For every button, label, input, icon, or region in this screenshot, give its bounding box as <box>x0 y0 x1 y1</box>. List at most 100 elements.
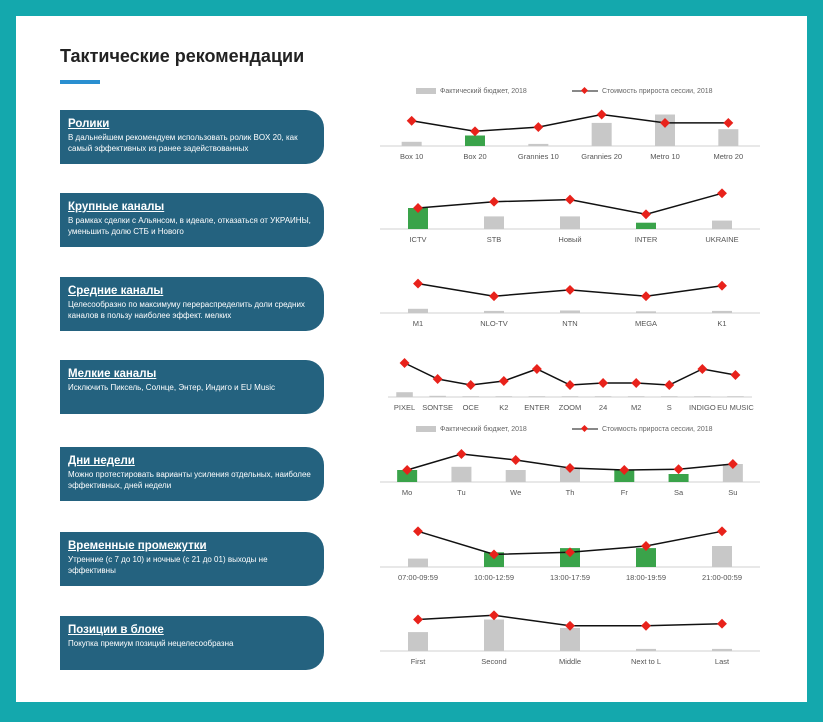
card-heading: Крупные каналы <box>68 201 165 213</box>
tick-label: Metro 10 <box>650 152 680 161</box>
tick-label: INTER <box>635 235 658 244</box>
line-point <box>596 109 607 120</box>
card-heading: Мелкие каналы <box>68 368 157 380</box>
tick-label: Box 20 <box>463 152 486 161</box>
card-roliki: Ролики В дальнейшем рекомендуем использо… <box>60 110 324 164</box>
line-point <box>565 284 575 295</box>
tick-label: Th <box>566 488 575 497</box>
line-point <box>402 465 413 475</box>
tick-label: Fr <box>621 488 629 497</box>
bar <box>484 619 504 651</box>
bar <box>668 474 689 482</box>
card-text: Целесообразно по максимуму перераспредел… <box>68 300 305 320</box>
line-point <box>598 378 609 388</box>
tick-label: SONTSE <box>422 403 453 412</box>
tick-label: Second <box>481 657 506 666</box>
line-point <box>565 463 575 473</box>
bar <box>712 310 732 313</box>
bar <box>694 396 711 397</box>
tick-label: 13:00-17:59 <box>550 573 590 582</box>
line-point <box>673 464 684 475</box>
line-point <box>489 549 499 560</box>
bar <box>636 548 656 567</box>
line-point <box>413 614 423 625</box>
line-point <box>413 203 423 213</box>
tick-label: Box 10 <box>400 152 423 161</box>
bar <box>528 143 549 146</box>
bar <box>722 464 743 482</box>
bar <box>636 311 656 313</box>
tick-label: Mo <box>402 488 412 497</box>
line-point <box>619 465 630 475</box>
series-line <box>411 113 729 133</box>
bar <box>661 396 678 397</box>
card-medium-channels: Средние каналы Целесообразно по максимум… <box>60 277 324 331</box>
tick-label: First <box>411 657 426 666</box>
line-point <box>641 291 651 302</box>
tick-label: ICTV <box>409 235 426 244</box>
line-point <box>631 378 642 388</box>
tick-label: M1 <box>413 319 423 328</box>
tick-label: NLO-TV <box>480 319 508 328</box>
line-point <box>697 364 708 374</box>
line-point <box>641 620 651 631</box>
tick-label: MEGA <box>635 319 657 328</box>
line-point <box>413 278 423 289</box>
line-point <box>717 188 727 199</box>
bar <box>594 396 612 397</box>
card-text: Можно протестировать варианты усиления о… <box>68 470 311 490</box>
card-heading: Средние каналы <box>68 285 164 297</box>
bar <box>560 310 580 313</box>
card-heading: Позиции в блоке <box>68 624 164 636</box>
legend-line-label: Стоимость прироста сессии, 2018 <box>602 426 713 433</box>
line-point <box>727 459 738 469</box>
tick-label: Grannies 10 <box>518 152 559 161</box>
bar <box>560 216 580 229</box>
tick-label: INDIGO <box>689 403 716 412</box>
bar <box>484 552 504 567</box>
bar <box>451 466 472 482</box>
line-point <box>717 526 727 537</box>
tick-label: 24 <box>599 403 607 412</box>
card-block-positions: Позиции в блоке Покупка премиум позиций … <box>60 616 324 670</box>
tick-label: Tu <box>457 488 465 497</box>
line-point <box>565 194 575 205</box>
tick-label: NTN <box>562 319 577 328</box>
card-weekdays: Дни недели Можно протестировать варианты… <box>60 447 324 501</box>
bar <box>465 135 485 146</box>
legend-bar-label: Фактический бюджет, 2018 <box>440 87 527 95</box>
tick-label: 10:00-12:59 <box>474 573 514 582</box>
line-point <box>641 541 651 551</box>
card-large-channels: Крупные каналы В рамках сделки с Альянсо… <box>60 193 324 247</box>
tick-label: Middle <box>559 657 581 666</box>
bar <box>495 396 513 397</box>
bar <box>712 648 732 651</box>
legend-bar-label: Фактический бюджет, 2018 <box>440 425 527 433</box>
line-point <box>470 126 480 137</box>
legend-bar-swatch <box>416 426 436 432</box>
bar <box>727 396 744 397</box>
line-point <box>498 376 509 386</box>
tick-label: PIXEL <box>394 403 415 412</box>
bar <box>484 216 504 229</box>
bar <box>484 310 504 313</box>
tick-label: 18:00-19:59 <box>626 573 666 582</box>
bar <box>627 396 645 397</box>
line-point <box>456 449 467 459</box>
tick-label: K1 <box>717 319 726 328</box>
line-point <box>717 280 727 291</box>
tick-label: Grannies 20 <box>581 152 622 161</box>
tick-label: Last <box>715 657 730 666</box>
bar <box>712 546 732 567</box>
tick-label: EU MUSIC <box>717 403 754 412</box>
tick-label: S <box>667 403 672 412</box>
title-accent-bar <box>60 80 100 84</box>
card-small-channels: Мелкие каналы Исключить Пиксель, Солнце,… <box>60 360 324 414</box>
line-point <box>510 455 521 465</box>
card-text: Исключить Пиксель, Солнце, Энтер, Индиго… <box>68 383 276 392</box>
tick-label: UKRAINE <box>705 235 738 244</box>
card-text: В дальнейшем рекомендуем использовать ро… <box>68 133 298 153</box>
line-point <box>664 380 675 390</box>
tick-label: Next to L <box>631 657 661 666</box>
line-point <box>730 370 741 380</box>
